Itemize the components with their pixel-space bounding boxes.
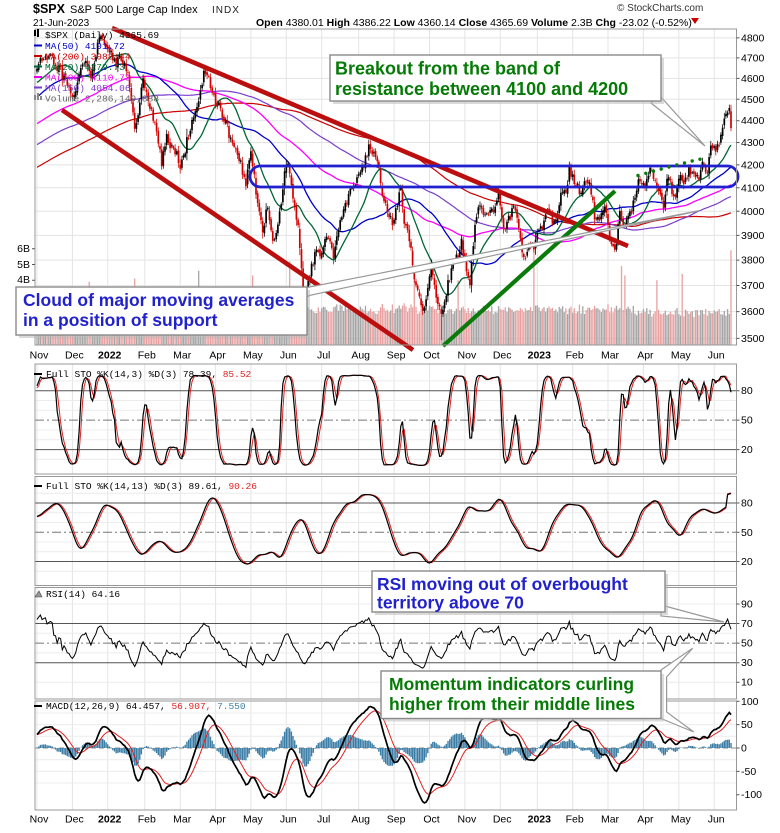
svg-text:Sep: Sep [387,350,406,362]
svg-text:30: 30 [741,657,753,669]
svg-text:50: 50 [741,719,753,731]
svg-text:RSI moving out of overbought: RSI moving out of overbought [377,574,628,594]
svg-text:Jun: Jun [280,814,297,826]
svg-text:Mar: Mar [173,350,192,362]
svg-text:resistance between 4100 and 42: resistance between 4100 and 4200 [335,79,628,99]
svg-text:4200: 4200 [741,159,765,171]
svg-text:3900: 3900 [741,230,765,242]
svg-text:Jul: Jul [317,814,330,826]
svg-text:Open 4380.01 High 4386.22 Low: Open 4380.01 High 4386.22 Low 4360.14 Cl… [256,17,692,29]
svg-text:20: 20 [741,444,753,456]
svg-text:4000: 4000 [741,206,765,218]
svg-text:Mar: Mar [601,814,620,826]
svg-text:Mar: Mar [173,814,192,826]
svg-text:4B: 4B [17,274,30,286]
svg-text:Feb: Feb [566,814,584,826]
svg-text:-50: -50 [741,766,756,778]
svg-text:21-Jun-2023: 21-Jun-2023 [33,18,90,29]
svg-text:2023: 2023 [528,814,552,826]
svg-text:RSI(14) 64.16: RSI(14) 64.16 [46,589,120,600]
svg-text:6B: 6B [17,243,30,255]
svg-text:in a position of support: in a position of support [23,310,218,330]
svg-text:90: 90 [741,599,753,611]
svg-text:territory above 70: territory above 70 [377,593,524,613]
svg-text:4500: 4500 [741,94,765,106]
svg-text:4800: 4800 [741,32,765,44]
svg-text:Cloud of major moving averages: Cloud of major moving averages [23,290,295,310]
svg-text:Jun: Jun [708,350,725,362]
svg-text:$SPX: $SPX [33,2,66,16]
svg-text:S&P 500 Large Cap Index: S&P 500 Large Cap Index [70,4,198,16]
svg-text:Jun: Jun [280,350,297,362]
svg-text:Apr: Apr [637,350,654,362]
svg-text:Dec: Dec [65,350,84,362]
svg-text:Nov: Nov [458,814,477,826]
svg-text:MA(50) 4191.72: MA(50) 4191.72 [45,41,125,52]
svg-text:100: 100 [741,696,759,708]
svg-text:3700: 3700 [741,280,765,292]
svg-text:MA(200) 3988.44: MA(200) 3988.44 [45,52,131,63]
svg-text:MA(150) 4054.06: MA(150) 4054.06 [45,83,131,94]
svg-text:Dec: Dec [65,814,84,826]
svg-text:4300: 4300 [741,137,765,149]
svg-text:70: 70 [741,618,753,630]
svg-text:Momentum indicators curling: Momentum indicators curling [389,674,634,694]
svg-text:3500: 3500 [741,333,765,345]
svg-text:-100: -100 [741,789,762,801]
svg-text:Mar: Mar [601,350,620,362]
svg-text:Dec: Dec [493,814,512,826]
svg-text:20: 20 [741,556,753,568]
svg-text:Oct: Oct [423,814,439,826]
svg-text:50: 50 [741,415,753,427]
svg-text:Feb: Feb [566,350,584,362]
svg-text:Breakout from the band of: Breakout from the band of [335,59,561,79]
svg-text:MA(100) 4110.73: MA(100) 4110.73 [45,73,131,84]
svg-text:4100: 4100 [741,182,765,194]
svg-text:Dec: Dec [493,350,512,362]
svg-text:Apr: Apr [209,814,226,826]
svg-text:50: 50 [741,527,753,539]
svg-text:Jul: Jul [317,350,330,362]
svg-text:Aug: Aug [351,814,370,826]
svg-text:May: May [671,350,692,362]
svg-text:4400: 4400 [741,115,765,127]
svg-text:0: 0 [741,743,747,755]
svg-text:2022: 2022 [98,350,122,362]
svg-text:higher from their middle lines: higher from their middle lines [389,694,635,714]
svg-text:Nov: Nov [30,350,49,362]
svg-text:May: May [243,814,264,826]
svg-text:80: 80 [741,498,753,510]
svg-text:5B: 5B [17,259,30,271]
svg-text:Feb: Feb [138,814,156,826]
svg-text:May: May [671,814,692,826]
svg-text:Full STO %K(14,3) %D(3) 78.39,: Full STO %K(14,3) %D(3) 78.39, 85.52 [46,369,252,380]
svg-text:MACD(12,26,9) 64.457, 56.907,: MACD(12,26,9) 64.457, 56.907, 7.550 [46,701,246,712]
svg-text:$SPX (Daily) 4365.69: $SPX (Daily) 4365.69 [45,30,159,41]
svg-text:Apr: Apr [209,350,226,362]
svg-text:Apr: Apr [637,814,654,826]
svg-text:Nov: Nov [458,350,477,362]
svg-text:© StockCharts.com: © StockCharts.com [617,3,703,14]
svg-text:2022: 2022 [98,814,122,826]
svg-text:Volume 2,286,149,888: Volume 2,286,149,888 [45,94,159,105]
svg-text:Feb: Feb [138,350,156,362]
svg-text:May: May [243,350,264,362]
svg-text:Sep: Sep [387,814,406,826]
svg-text:10: 10 [741,677,753,689]
svg-text:3600: 3600 [741,306,765,318]
svg-text:80: 80 [741,385,753,397]
svg-text:Oct: Oct [423,350,439,362]
svg-text:INDX: INDX [212,5,240,16]
svg-text:Jun: Jun [708,814,725,826]
svg-text:3800: 3800 [741,255,765,267]
svg-text:4700: 4700 [741,52,765,64]
svg-text:50: 50 [741,638,753,650]
svg-text:4600: 4600 [741,73,765,85]
svg-text:MA(20) 4279.73: MA(20) 4279.73 [45,62,125,73]
svg-text:Aug: Aug [351,350,370,362]
svg-text:2023: 2023 [528,350,552,362]
svg-text:Nov: Nov [30,814,49,826]
svg-text:Full STO %K(14,13) %D(3) 89.61: Full STO %K(14,13) %D(3) 89.61, 90.26 [46,481,257,492]
